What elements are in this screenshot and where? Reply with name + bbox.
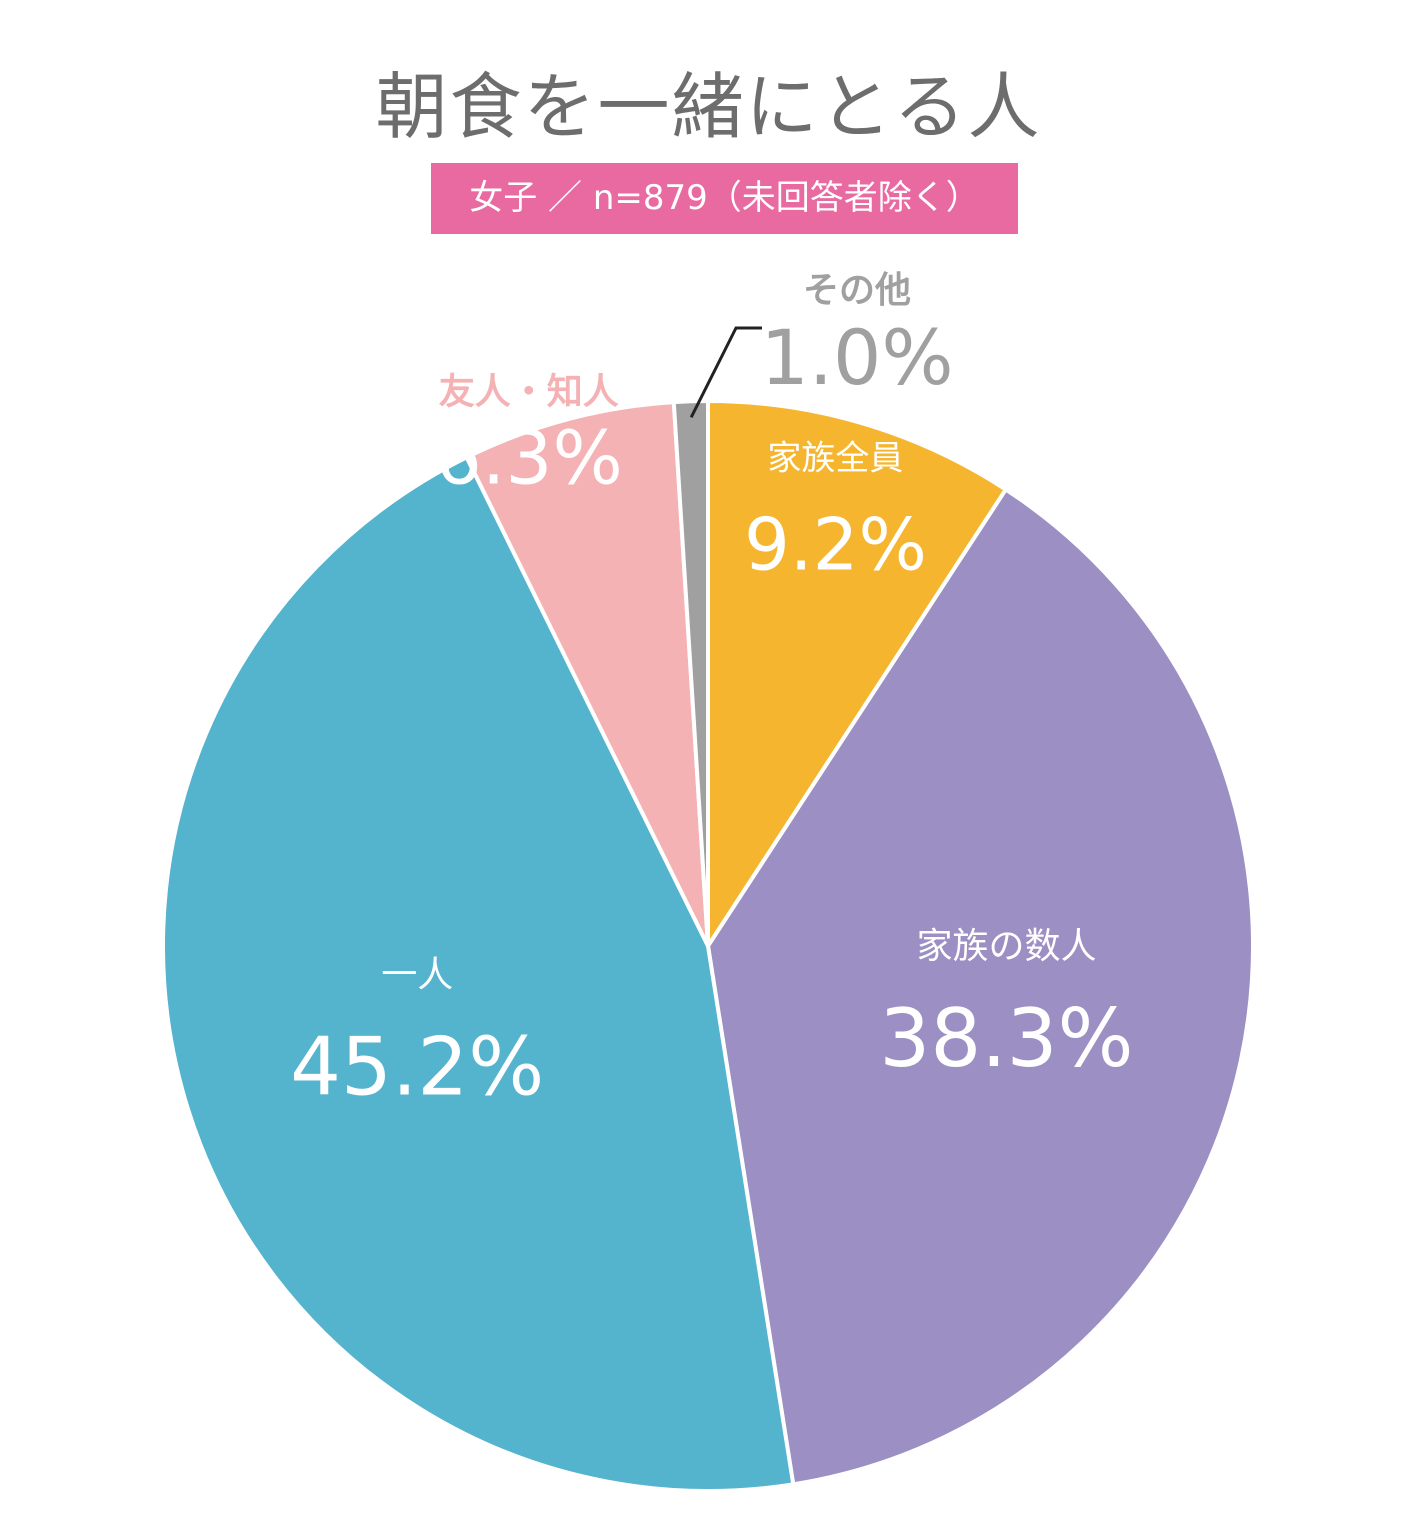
pie-slices: [161, 399, 1255, 1493]
pie-slice: [161, 455, 796, 1493]
callout-leader-line: [689, 326, 762, 418]
slice-name-label: 友人・知人: [439, 372, 619, 413]
slice-value-label: 45.2%: [290, 1021, 544, 1114]
slice-value-label: 38.3%: [879, 992, 1133, 1085]
chart-subtitle: 女子 ／ n=879（未回答者除く）: [431, 163, 1018, 234]
pie-labels: 家族全員 9.2% 家族の数人 38.3% 一人 45.2% 友人・知人6.3% その他1.0…: [290, 270, 1133, 1114]
pie-slice: [671, 399, 710, 948]
pie-slice: [464, 400, 710, 948]
slice-name-label: その他: [803, 270, 911, 311]
chart-title: 朝食を一緒にとる人: [375, 65, 1042, 149]
slice-name-label: 家族の数人: [916, 926, 1096, 967]
slice-value-label: 9.2%: [744, 503, 927, 587]
pie-slice: [706, 399, 1008, 948]
slice-value-label: 1.0%: [760, 313, 953, 402]
slice-value-label: 6.3%: [435, 416, 623, 502]
pie-slice: [706, 487, 1255, 1487]
slice-name-label: 一人: [381, 955, 453, 996]
slice-name-label: 家族全員: [767, 439, 903, 479]
